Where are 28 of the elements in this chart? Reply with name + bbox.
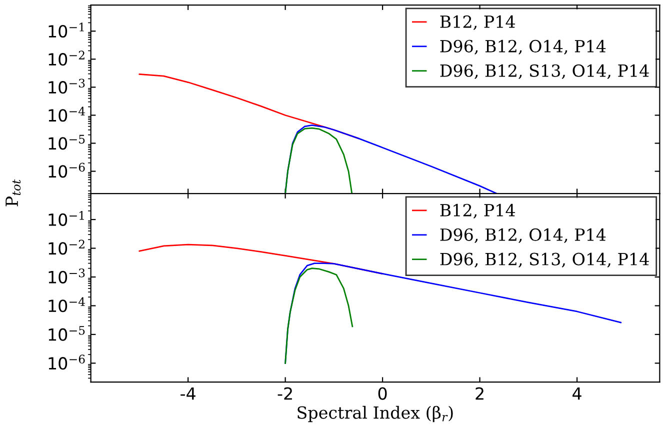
y-tick-label: 10$^{−2}$: [48, 50, 84, 66]
legend-label: D96, B12, S13, O14, P14: [440, 64, 649, 79]
legend-label: B12, P14: [440, 204, 515, 219]
y-tick-label: 10$^{−4}$: [48, 106, 85, 122]
legend-label: D96, B12, O14, P14: [440, 228, 606, 243]
legend-label: D96, B12, S13, O14, P14: [440, 252, 649, 268]
y-tick-label: 10$^{−5}$: [48, 134, 85, 150]
x-tick-label: -4: [180, 387, 196, 400]
line-series: [284, 124, 498, 194]
x-tick-label: 4: [572, 387, 582, 400]
x-tick-label: 2: [476, 387, 484, 400]
y-tick-label: 10$^{−3}$: [48, 268, 85, 284]
y-tick-label: 10$^{−5}$: [48, 326, 85, 341]
y-tick-label: 10$^{−1}$: [48, 211, 84, 226]
line-series: [284, 127, 353, 194]
x-tick-label: -2: [278, 387, 292, 400]
x-axis-title: Spectral Index (β$_{r}$): [298, 406, 453, 422]
y-tick-label: 10$^{−4}$: [48, 297, 85, 312]
y-tick-label: 10$^{−2}$: [48, 240, 84, 255]
y-axis-title: P$_{tot}$: [6, 179, 21, 206]
y-tick-label: 10$^{−6}$: [48, 162, 85, 178]
line-series: [284, 268, 354, 364]
legend-label: B12, P14: [440, 15, 515, 30]
y-tick-label: 10$^{−3}$: [48, 78, 85, 94]
y-tick-label: 10$^{−1}$: [48, 22, 84, 38]
x-tick-label: 0: [378, 387, 387, 400]
legend-label: D96, B12, O14, P14: [440, 40, 606, 54]
y-tick-label: 10$^{−6}$: [48, 354, 85, 370]
